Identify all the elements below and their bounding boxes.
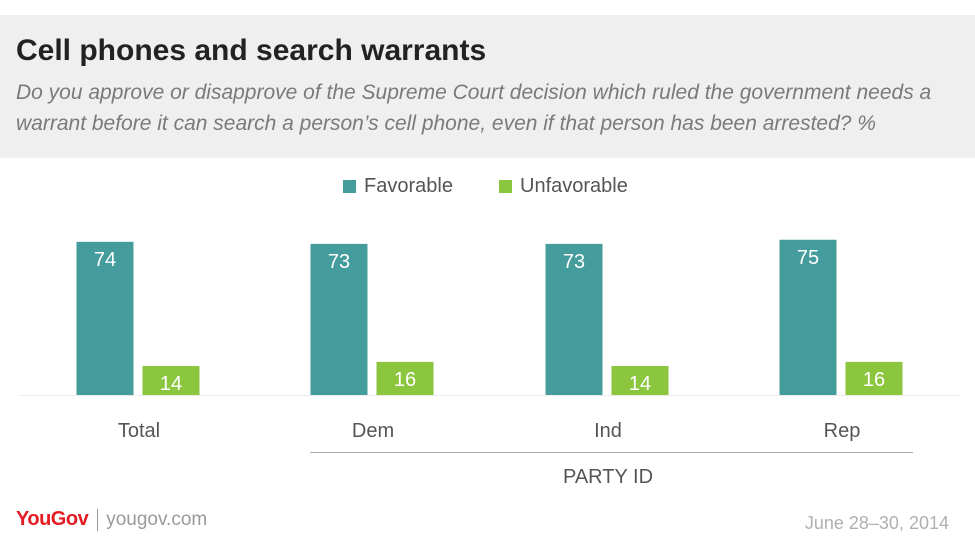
data-label-favorable-rep: 75 [797,247,819,269]
survey-date: June 28–30, 2014 [804,513,949,533]
legend-swatch-favorable [343,180,356,193]
bar-chart: 74 14 Total 73 16 Dem 73 14 Ind 75 16 Rep PARTY ID [20,239,960,488]
bar-unfavorable-ind [611,366,669,395]
bar-favorable-ind [545,243,603,395]
category-label-rep: Rep [824,420,861,442]
chart-legend: Favorable Unfavorable [0,175,975,201]
chart-subtitle: Do you approve or disapprove of the Supr… [16,81,932,135]
data-label-favorable-ind: 73 [563,251,585,273]
category-label-total: Total [118,420,160,442]
data-label-unfavorable-ind: 14 [629,373,651,395]
yougov-logo: You Gov yougov.com [16,508,207,531]
legend-item-unfavorable: Unfavorable [499,175,628,198]
legend-swatch-unfavorable [499,180,512,193]
data-label-favorable-total: 74 [94,249,116,271]
legend-label-unfavorable: Unfavorable [520,175,628,197]
website-text: yougov.com [106,508,208,530]
bar-favorable-total [76,241,134,395]
logo-divider [97,508,99,531]
data-label-unfavorable-rep: 16 [863,369,885,391]
category-label-dem: Dem [352,420,394,442]
bar-unfavorable-dem [376,361,434,395]
category-label-ind: Ind [594,420,622,442]
bar-unfavorable-rep [845,361,903,395]
data-label-unfavorable-total: 14 [160,373,182,395]
bar-favorable-dem [310,243,368,395]
logo-you-text: You [16,508,51,530]
chart-title: Cell phones and search warrants [16,34,487,67]
legend-label-favorable: Favorable [364,175,453,197]
data-label-favorable-dem: 73 [328,251,350,273]
logo-gov-text: Gov [50,508,89,530]
data-label-unfavorable-dem: 16 [394,369,416,391]
party-id-label: PARTY ID [563,466,653,488]
bar-unfavorable-total [142,366,200,395]
legend-item-favorable: Favorable [343,175,453,198]
header-panel: Cell phones and search warrants Do you a… [0,15,975,158]
bar-favorable-rep [779,239,837,395]
